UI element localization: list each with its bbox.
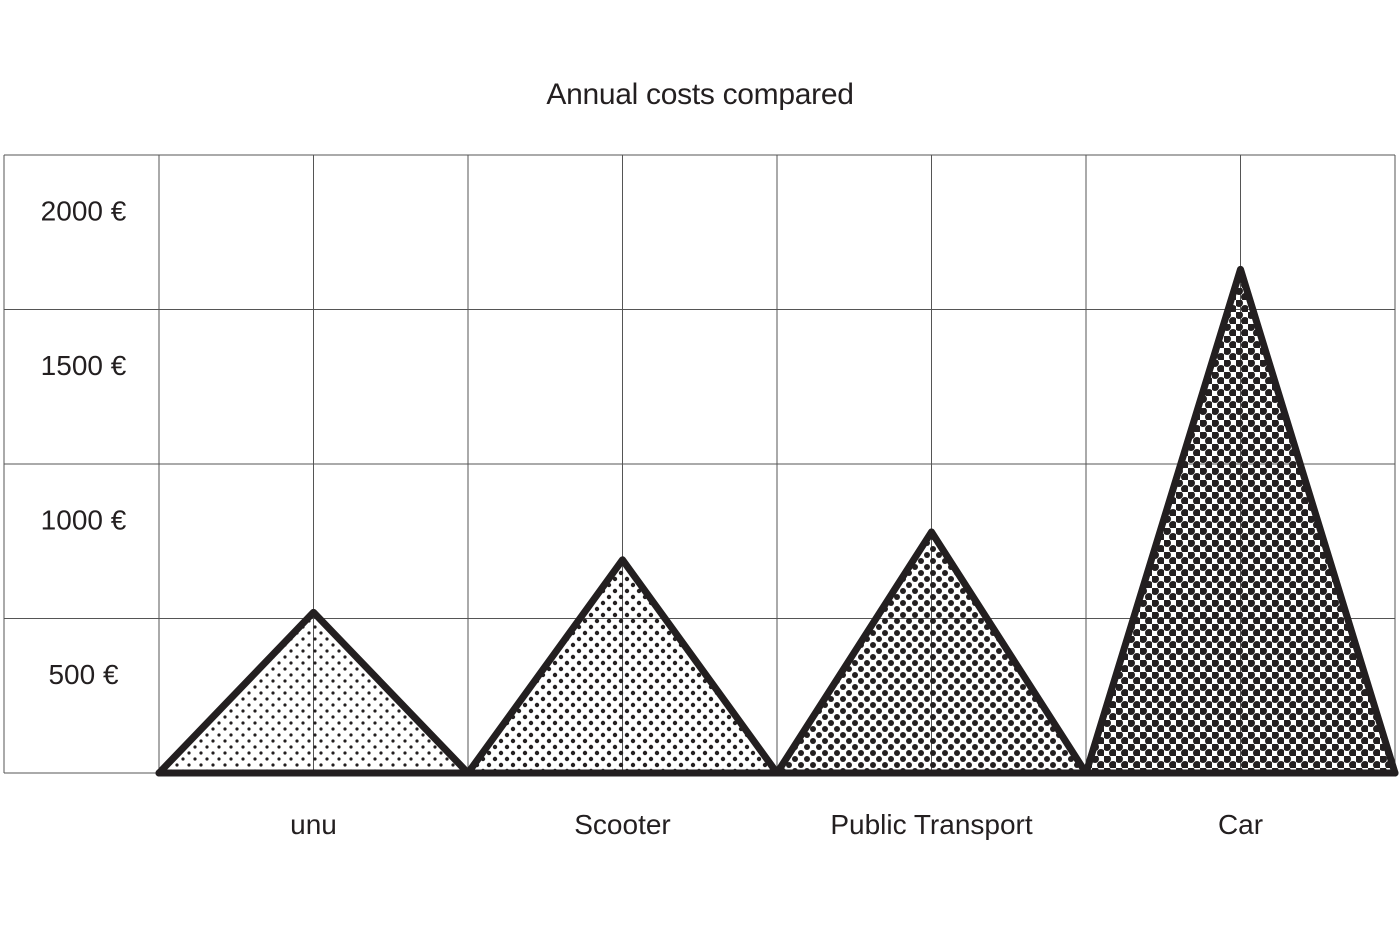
category-label-car: Car xyxy=(1218,809,1263,840)
triangle-scooter xyxy=(464,556,781,777)
triangle-car xyxy=(1082,265,1399,777)
triangle-marks xyxy=(155,265,1399,777)
category-label-scooter: Scooter xyxy=(574,809,671,840)
y-tick-label-2: 1500 € xyxy=(41,350,127,381)
y-tick-label-0: 500 € xyxy=(48,659,118,690)
category-label-unu: unu xyxy=(290,809,337,840)
y-tick-label-3: 2000 € xyxy=(41,195,127,226)
axis-labels: 500 € 1000 € 1500 € 2000 € unu Scooter Public … xyxy=(41,195,1263,840)
category-label-public-transport: Public Transport xyxy=(830,809,1033,840)
grid-lines xyxy=(3,154,1396,774)
y-tick-label-1: 1000 € xyxy=(41,504,127,535)
triangle-public-transport xyxy=(773,528,1090,777)
triangle-unu xyxy=(155,608,472,777)
chart-title: Annual costs compared xyxy=(546,78,854,111)
